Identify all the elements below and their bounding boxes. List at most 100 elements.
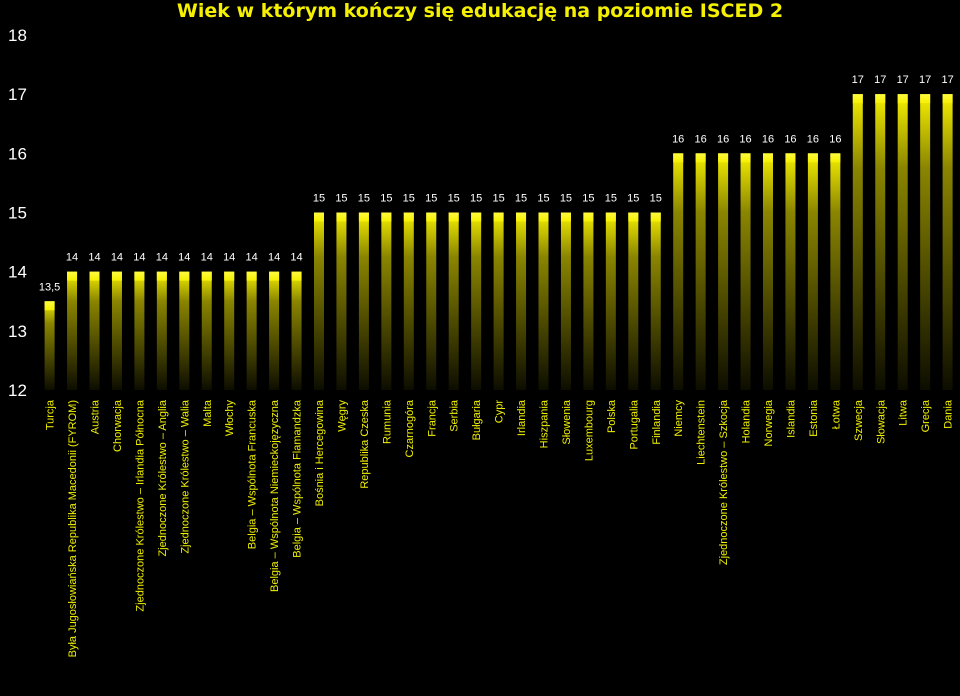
chart-title: Wiek w którym kończy się edukację na poz… (177, 0, 783, 22)
bar (89, 271, 100, 390)
x-tick-label: Niemcy (673, 400, 685, 437)
y-tick-label: 14 (8, 263, 27, 282)
x-tick-label: Finlandia (651, 399, 663, 445)
x-tick-label: Była Jugosłowiańska Republika Macedonii … (67, 400, 79, 657)
bar (538, 212, 549, 390)
bar-cap (897, 94, 908, 104)
bar (650, 212, 661, 390)
bar (785, 153, 796, 390)
x-tick-label: Czarnogóra (404, 399, 416, 457)
bar (291, 271, 302, 390)
x-tick-label: Włochy (224, 400, 236, 437)
data-label: 14 (156, 252, 168, 264)
x-tick-label: Cypr (494, 400, 506, 424)
bar (897, 94, 908, 391)
data-label: 15 (537, 193, 549, 205)
bar (179, 271, 190, 390)
data-label: 17 (919, 74, 931, 86)
bar-cap (201, 271, 212, 281)
bar-cap (583, 212, 594, 222)
x-tick-label: Dania (943, 399, 955, 429)
data-label: 15 (582, 193, 594, 205)
bar (763, 153, 773, 390)
x-tick-label: Irlandia (516, 399, 528, 436)
data-label: 14 (268, 252, 280, 264)
bar-cap (740, 153, 751, 163)
data-label: 15 (650, 193, 662, 205)
data-label: 15 (403, 193, 415, 205)
bar (673, 153, 684, 390)
bar (830, 153, 841, 390)
x-tick-label: Szwecja (853, 399, 865, 441)
x-tick-label: Luxembourg (583, 400, 595, 461)
data-label: 15 (470, 193, 482, 205)
bar-cap (605, 212, 616, 222)
data-label: 14 (66, 252, 78, 264)
y-tick-label: 16 (8, 144, 27, 163)
bar (336, 212, 347, 390)
bar (448, 212, 459, 390)
bar-cap (67, 271, 78, 281)
x-tick-label: Republika Czeska (359, 399, 371, 489)
x-tick-label: Polska (606, 399, 618, 433)
bar (201, 271, 212, 390)
y-tick-label: 13 (8, 322, 27, 341)
bar-cap (426, 212, 437, 222)
bar-cap (875, 94, 886, 104)
bar-cap (628, 212, 639, 222)
data-label: 15 (560, 193, 572, 205)
data-label: 14 (133, 252, 145, 264)
y-tick-label: 15 (8, 204, 27, 223)
bar-cap (673, 153, 684, 163)
bar (134, 271, 145, 390)
bar-cap (381, 212, 392, 222)
x-tick-label: Litwa (898, 399, 910, 426)
bar (381, 212, 392, 390)
x-tick-label: Islandia (785, 399, 797, 438)
data-label: 14 (111, 252, 123, 264)
x-tick-label: Słowenia (561, 399, 573, 445)
x-tick-label: Austria (90, 399, 102, 434)
data-label: 16 (717, 133, 729, 145)
bar (493, 212, 504, 390)
data-label: 15 (605, 193, 617, 205)
bar (942, 94, 953, 391)
bar-cap (538, 212, 549, 222)
x-tick-label: Malta (202, 399, 214, 427)
bar-cap (314, 212, 324, 222)
x-tick-label: Słowacja (875, 399, 887, 444)
data-label: 17 (897, 74, 909, 86)
x-tick-label: Rumunia (381, 399, 393, 444)
data-label: 16 (672, 133, 684, 145)
bar-cap (852, 94, 863, 104)
bar-cap (358, 212, 369, 222)
data-label: 14 (223, 252, 235, 264)
data-label: 17 (941, 74, 953, 86)
data-label: 14 (178, 252, 190, 264)
bar (516, 212, 527, 390)
x-tick-label: Liechtenstein (696, 400, 708, 465)
bar-cap (269, 271, 280, 281)
data-label: 15 (425, 193, 437, 205)
bar-cap (516, 212, 527, 222)
bar (807, 153, 818, 390)
bar (156, 271, 167, 390)
bar-cap (336, 212, 347, 222)
bar (44, 301, 55, 390)
bar-cap (650, 212, 661, 222)
bar-cap (560, 212, 571, 222)
bar-cap (224, 271, 235, 281)
bar-cap (493, 212, 504, 222)
data-label: 16 (762, 133, 774, 145)
x-tick-label: Francja (426, 399, 438, 437)
x-tick-label: Zjednoczone Królestwo – Irlandia Północn… (134, 399, 146, 611)
bar (628, 212, 639, 390)
bar (718, 153, 729, 390)
bar-cap (89, 271, 100, 281)
bar (605, 212, 616, 390)
data-label: 15 (448, 193, 460, 205)
bar (471, 212, 482, 390)
bar (920, 94, 931, 391)
bar (740, 153, 751, 390)
x-axis: Turcja Była Jugosłowiańska Republika Mace… (45, 399, 955, 657)
